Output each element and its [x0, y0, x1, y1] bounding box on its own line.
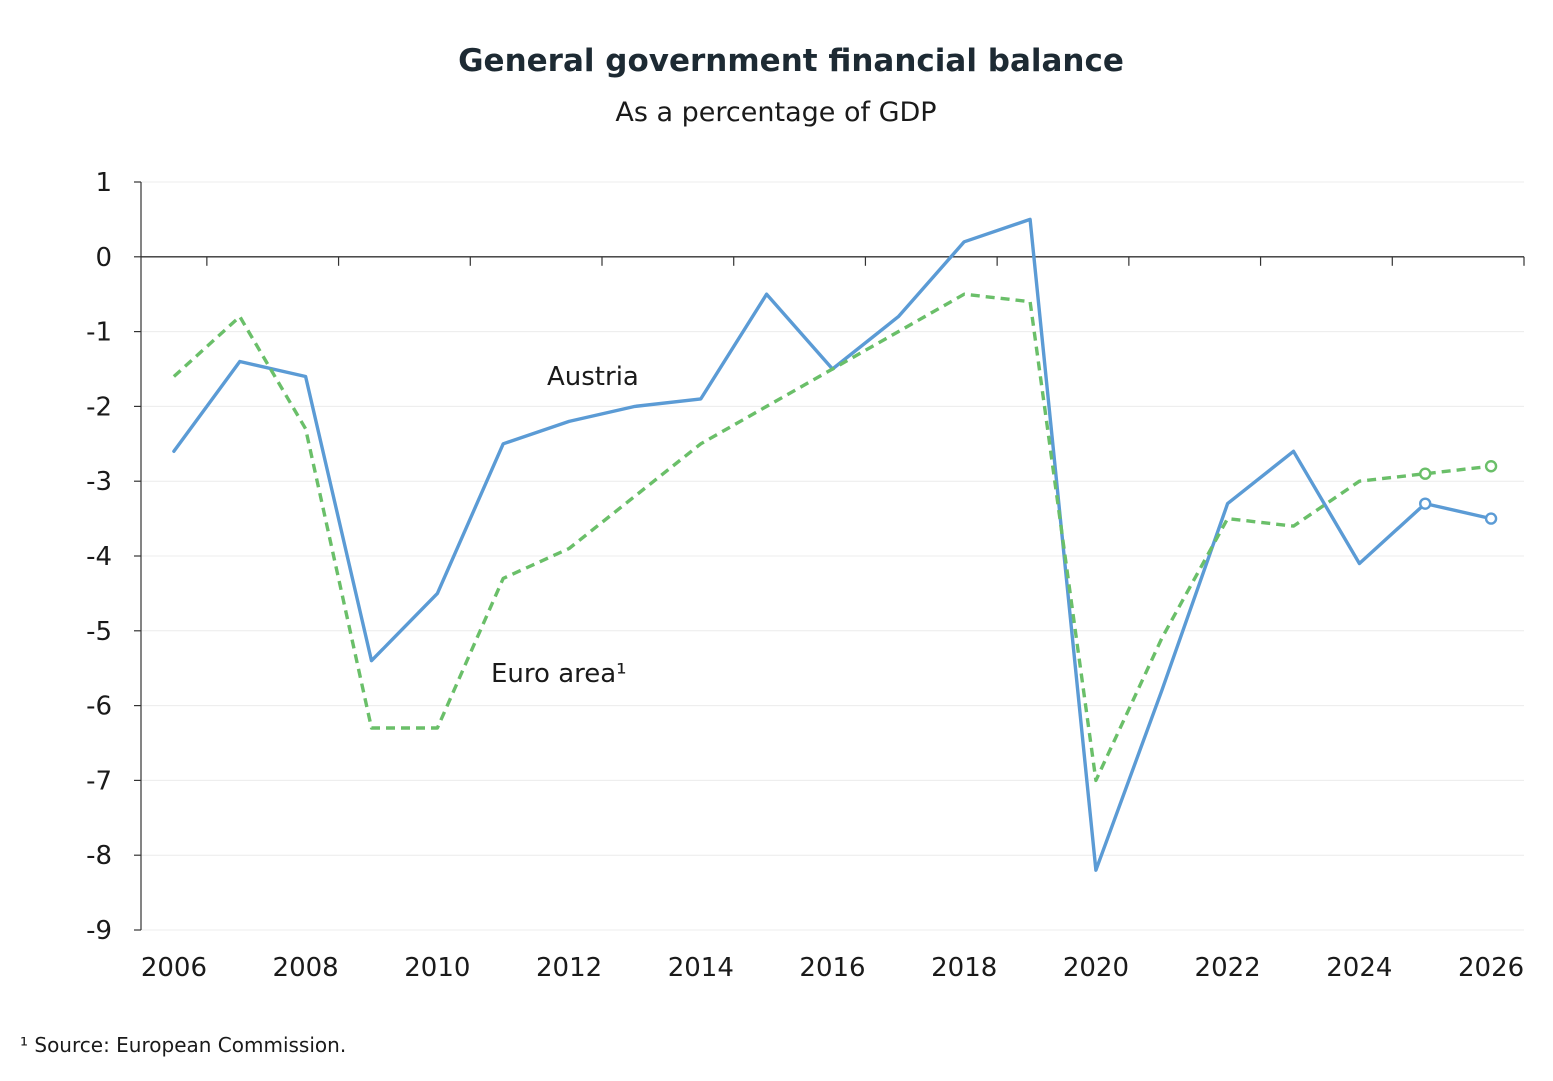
x-tick-label: 2012	[536, 953, 602, 983]
x-tick-label: 2008	[273, 953, 339, 983]
x-tick-label: 2018	[931, 953, 997, 983]
x-tick-label: 2020	[1063, 953, 1129, 983]
gridlines	[141, 181, 1524, 931]
series-label-austria: Austria	[547, 362, 639, 392]
y-tick-label: -6	[86, 692, 112, 722]
y-tick-label: -1	[86, 318, 112, 348]
y-tick-label: 0	[95, 243, 112, 273]
x-tick-label: 2022	[1195, 953, 1261, 983]
x-tick-label: 2024	[1326, 953, 1392, 983]
forecast-marker	[1484, 512, 1498, 525]
y-tick-label: -2	[86, 392, 112, 422]
footnote: ¹ Source: European Commission.	[20, 1033, 346, 1057]
series	[172, 217, 1498, 872]
x-tick-label: 2006	[141, 953, 207, 983]
series-label-euro-area: Euro area¹	[491, 659, 627, 689]
x-tick-label: 2026	[1458, 953, 1524, 983]
chart-title: General government financial balance	[458, 43, 1124, 79]
forecast-marker	[1419, 467, 1432, 480]
series-line-austria	[172, 217, 1493, 872]
y-tick-label: -4	[86, 542, 112, 572]
y-tick-label: -5	[86, 617, 112, 647]
series-line-euro-area	[172, 292, 1492, 783]
x-tick-label: 2010	[404, 953, 470, 983]
y-tick-label: -3	[86, 467, 112, 497]
y-tick-label: -8	[86, 841, 112, 871]
forecast-marker	[1484, 460, 1498, 473]
forecast-marker	[1419, 497, 1432, 510]
x-tick-label: 2014	[668, 953, 734, 983]
x-tick-label: 2016	[799, 953, 865, 983]
y-tick-label: 1	[95, 168, 112, 198]
y-tick-label: -9	[86, 916, 112, 946]
chart-subtitle: As a percentage of GDP	[615, 97, 936, 128]
axes: 1 0 -1 -2 -3 -4 -5 -6 -7 -8 -9 2006 2008 2010 2012 2014…	[86, 168, 1525, 983]
y-tick-label: -7	[86, 766, 112, 796]
